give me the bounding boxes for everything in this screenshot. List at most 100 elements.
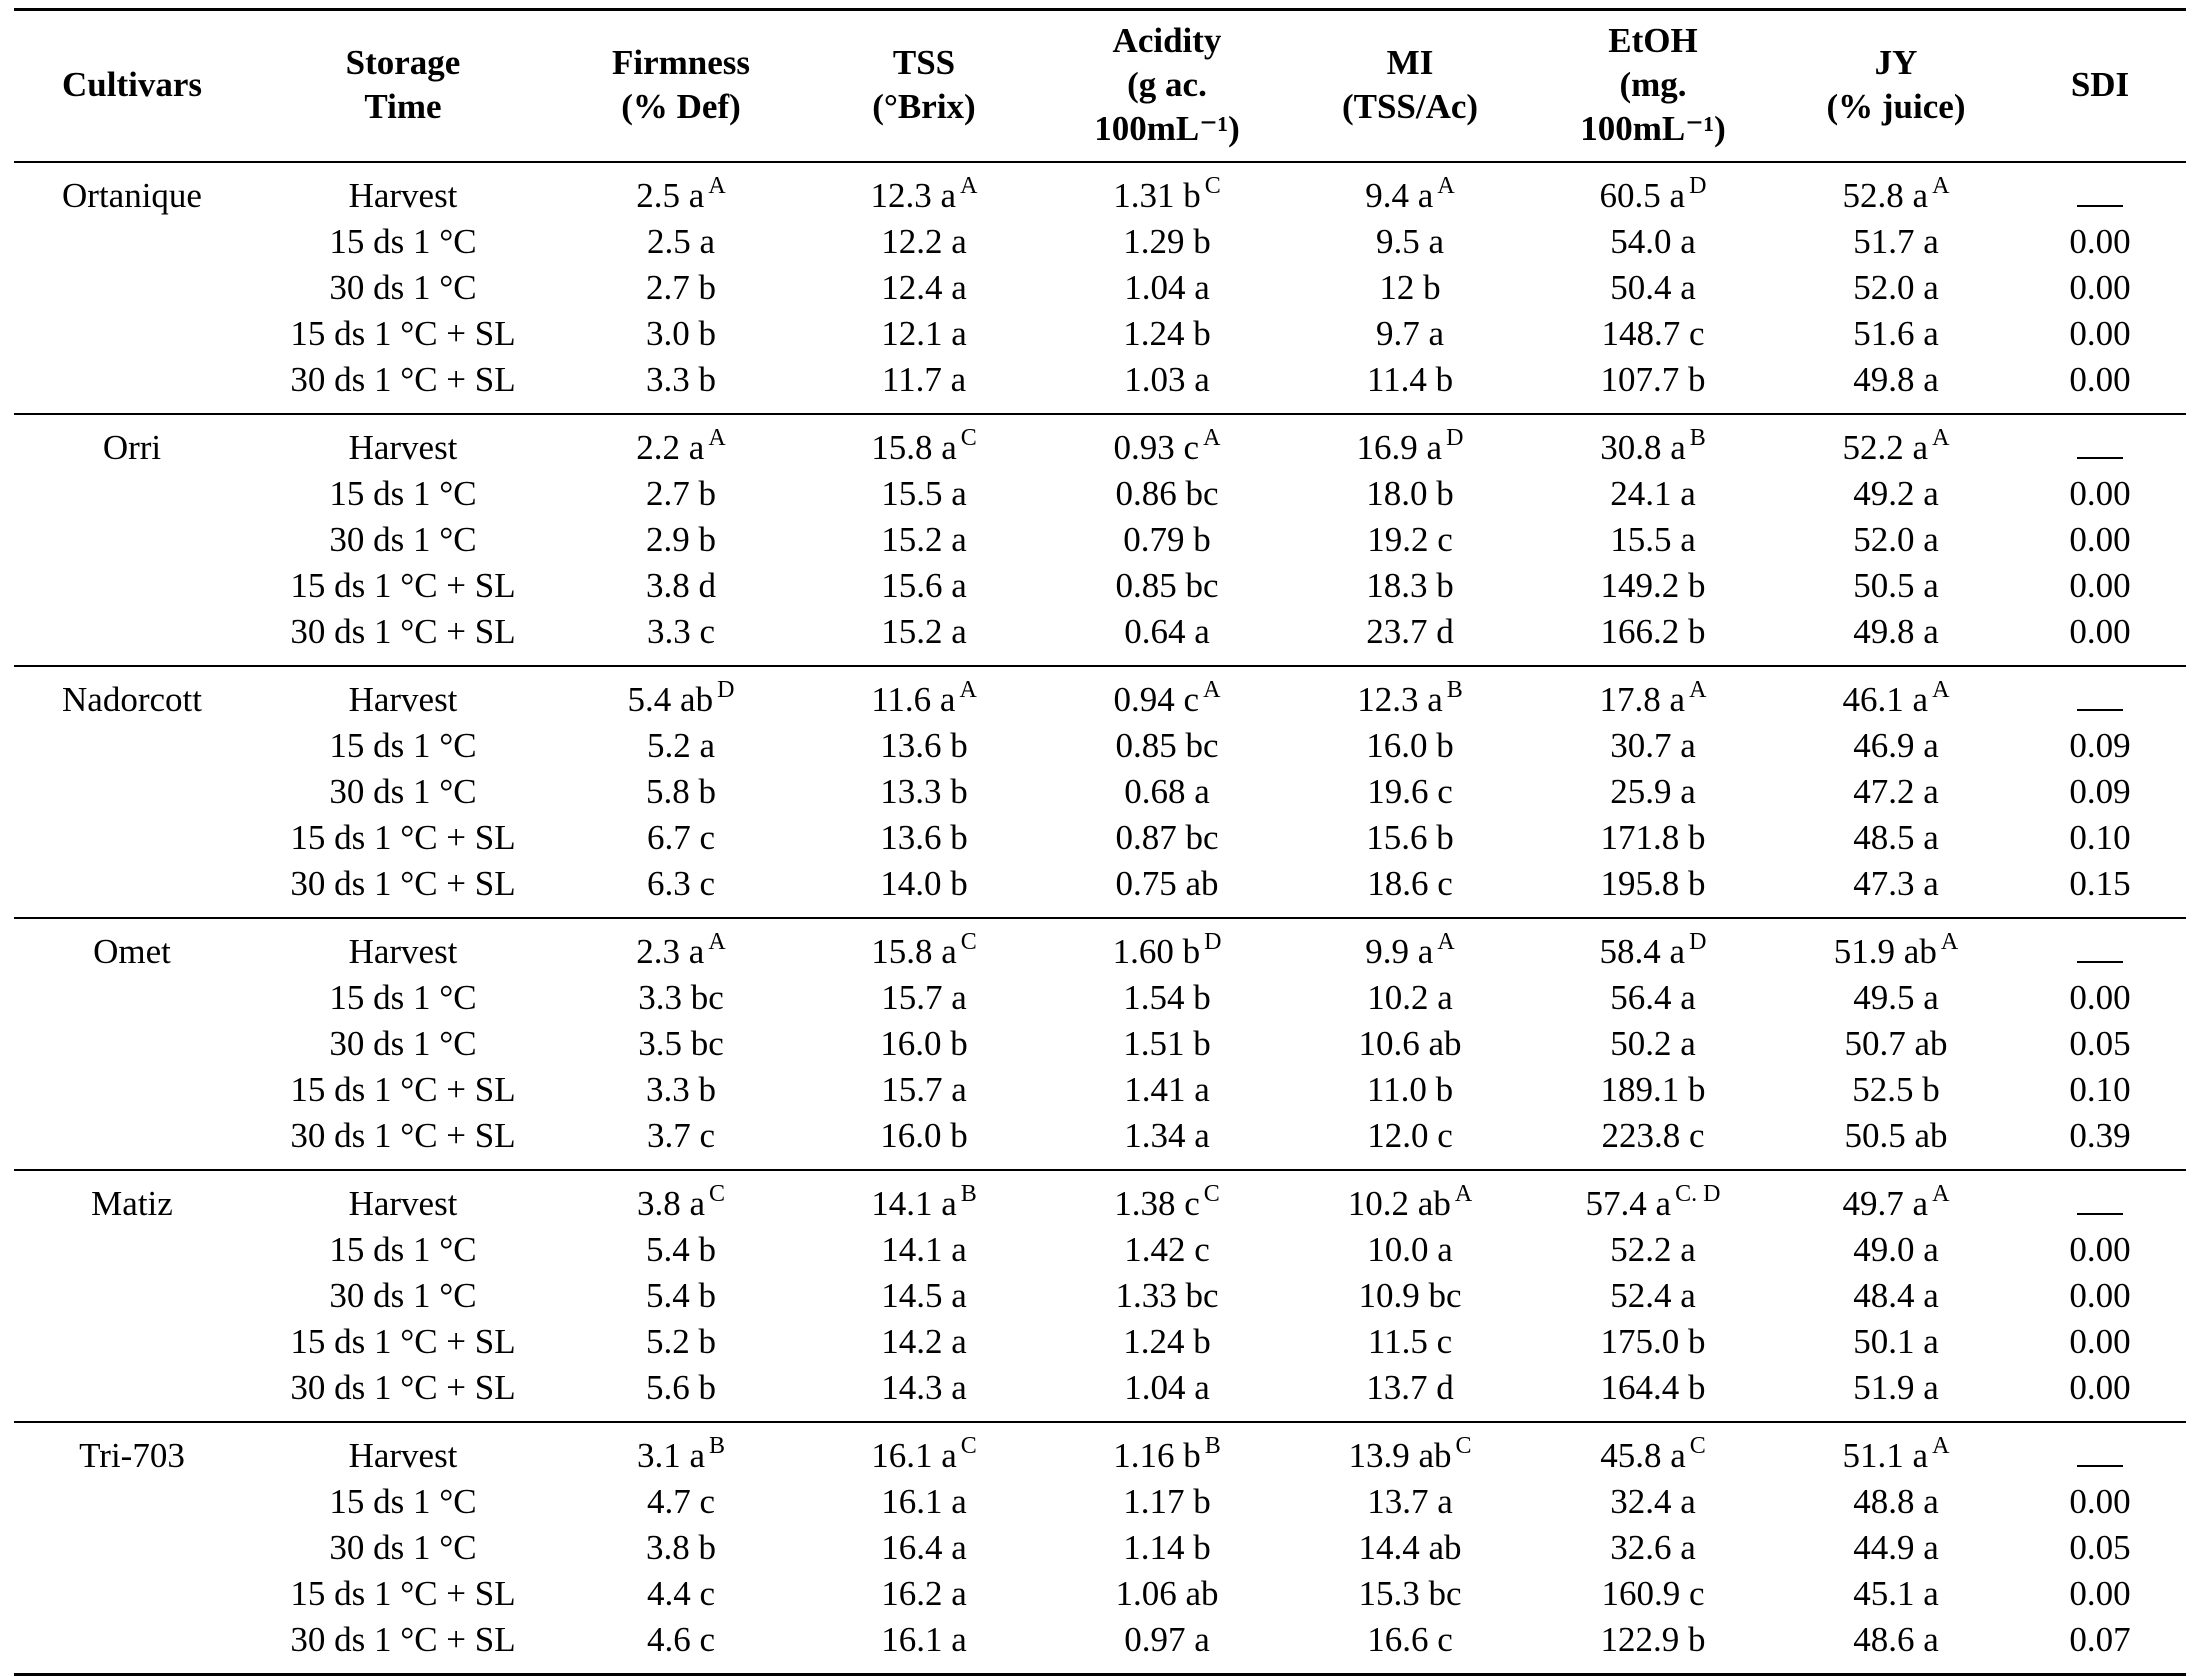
cell-value: 3.0 b — [646, 314, 716, 353]
column-header-line: EtOH — [1608, 21, 1698, 60]
cell-value: 0.39 — [2069, 1116, 2131, 1155]
cell-value: 57.4 a — [1585, 1184, 1672, 1223]
value-cell: 122.9 b — [1528, 1617, 1778, 1675]
column-header-line: (% juice) — [1826, 87, 1966, 126]
cell-value: 3.1 a — [636, 1436, 706, 1475]
significance-superscript: B — [1689, 425, 1706, 451]
cell-value: 0.86 bc — [1115, 474, 1219, 513]
column-header: Storage Time — [250, 10, 556, 163]
cell-value: 12.3 a — [1357, 680, 1443, 719]
cell-value: 0.05 — [2069, 1528, 2131, 1567]
cell-value: 122.9 b — [1600, 1620, 1706, 1659]
cell-value: 0.00 — [2069, 1574, 2131, 1613]
cell-value: 14.1 a — [881, 1230, 967, 1269]
cell-value: 12.1 a — [881, 314, 967, 353]
empty-dash — [2077, 1185, 2123, 1215]
value-cell: 49.0 a — [1778, 1227, 2014, 1273]
cell-value: 0.00 — [2069, 1322, 2131, 1361]
cell-value: 51.6 a — [1853, 314, 1939, 353]
storage-time-cell: 30 ds 1 °C — [329, 1276, 477, 1315]
value-cell: 18.6 c — [1292, 861, 1528, 918]
value-cell: 166.2 b — [1528, 609, 1778, 666]
value-cell: 0.05 — [2014, 1525, 2186, 1571]
cell-value: 5.4 b — [646, 1276, 716, 1315]
significance-superscript: A — [1454, 1181, 1473, 1207]
cultivar-group: Orri Harvest 2.2 a A 15.8 a C 0.93 c A 16.9 a D 30… — [14, 414, 2186, 666]
table-row: 30 ds 1 °C 2.7 b 12.4 a 1.04 a 12 b 50.4 a 52.… — [14, 265, 2186, 311]
cell-value: 18.6 c — [1367, 864, 1453, 903]
column-header: Firmness (% Def) — [556, 10, 806, 163]
value-cell: 14.0 b — [806, 861, 1042, 918]
cell-value: 0.85 bc — [1115, 726, 1219, 765]
value-cell: 1.24 b — [1042, 311, 1292, 357]
cell-value: 15.8 a — [871, 932, 957, 971]
cell-value: 0.00 — [2069, 1230, 2131, 1269]
cell-value: 1.60 b — [1112, 932, 1201, 971]
cell-value: 1.04 a — [1124, 1368, 1210, 1407]
value-cell: 0.86 bc — [1042, 471, 1292, 517]
storage-time-cell: 30 ds 1 °C + SL — [290, 612, 516, 651]
cell-value: 9.7 a — [1375, 314, 1445, 353]
cell-value: 12.2 a — [881, 222, 967, 261]
value-cell: 14.3 a — [806, 1365, 1042, 1422]
cell-value: 18.3 b — [1366, 566, 1454, 605]
column-header-line: JY — [1874, 43, 1918, 82]
significance-superscript: C — [960, 929, 977, 955]
significance-superscript: D — [1689, 173, 1707, 199]
significance-superscript: B — [709, 1433, 726, 1459]
value-cell: 11.7 a — [806, 357, 1042, 414]
storage-time-cell: Harvest — [348, 428, 458, 467]
cell-value: 0.97 a — [1124, 1620, 1210, 1659]
value-cell: 0.85 bc — [1042, 723, 1292, 769]
cell-value: 45.1 a — [1853, 1574, 1939, 1613]
cell-value: 0.75 ab — [1115, 864, 1219, 903]
cell-value: 50.5 a — [1853, 566, 1939, 605]
significance-superscript: A — [1932, 1181, 1950, 1207]
value-cell: 164.4 b — [1528, 1365, 1778, 1422]
value-cell: 149.2 b — [1528, 563, 1778, 609]
value-cell: 13.3 b — [806, 769, 1042, 815]
value-cell: 2.7 b — [556, 265, 806, 311]
cell-value: 49.5 a — [1853, 978, 1939, 1017]
value-cell: 46.9 a — [1778, 723, 2014, 769]
value-cell: 0.00 — [2014, 1571, 2186, 1617]
value-cell: 12.4 a — [806, 265, 1042, 311]
cell-value: 195.8 b — [1600, 864, 1706, 903]
table-row: 15 ds 1 °C + SL 3.8 d 15.6 a 0.85 bc 18.3 b 1… — [14, 563, 2186, 609]
value-cell: 3.3 b — [556, 357, 806, 414]
cell-value: 1.51 b — [1123, 1024, 1211, 1063]
table-row: 15 ds 1 °C 5.2 a 13.6 b 0.85 bc 16.0 b 30.7 a… — [14, 723, 2186, 769]
table-header: Cultivars Storage Time Firmness (% Def) TSS (°… — [14, 9, 2186, 163]
value-cell: 1.03 a — [1042, 357, 1292, 414]
empty-dash — [2077, 429, 2123, 459]
cell-value: 16.9 a — [1356, 428, 1443, 467]
storage-time-cell: 30 ds 1 °C — [329, 772, 477, 811]
value-cell: 1.04 a — [1042, 265, 1292, 311]
value-cell: 15.6 a — [806, 563, 1042, 609]
value-cell: 54.0 a — [1528, 219, 1778, 265]
cell-value: 1.06 ab — [1115, 1574, 1219, 1613]
significance-superscript: C — [1203, 1181, 1220, 1207]
cell-value: 9.5 a — [1375, 222, 1445, 261]
column-header: Cultivars — [14, 10, 250, 163]
value-cell: 12.1 a — [806, 311, 1042, 357]
value-cell: 15.5 a — [1528, 517, 1778, 563]
significance-superscript: B — [1204, 1433, 1221, 1459]
empty-dash — [2077, 177, 2123, 207]
cell-value: 5.2 a — [646, 726, 716, 765]
value-cell: 3.5 bc — [556, 1021, 806, 1067]
cell-value: 164.4 b — [1600, 1368, 1706, 1407]
value-cell: 0.39 — [2014, 1113, 2186, 1170]
significance-superscript: C — [709, 1181, 726, 1207]
value-cell: 10.9 bc — [1292, 1273, 1528, 1319]
cell-value: 0.87 bc — [1115, 818, 1219, 857]
column-header-line: Cultivars — [62, 65, 202, 104]
table-row: 30 ds 1 °C 2.9 b 15.2 a 0.79 b 19.2 c 15.5 a 5… — [14, 517, 2186, 563]
significance-superscript: A — [708, 425, 726, 451]
value-cell: 10.2 a — [1292, 975, 1528, 1021]
cell-value: 0.00 — [2069, 1276, 2131, 1315]
table-row: Nadorcott Harvest 5.4 ab D 11.6 a A 0.94 c A 12.… — [14, 666, 2186, 723]
column-header-line: Storage — [345, 43, 461, 82]
